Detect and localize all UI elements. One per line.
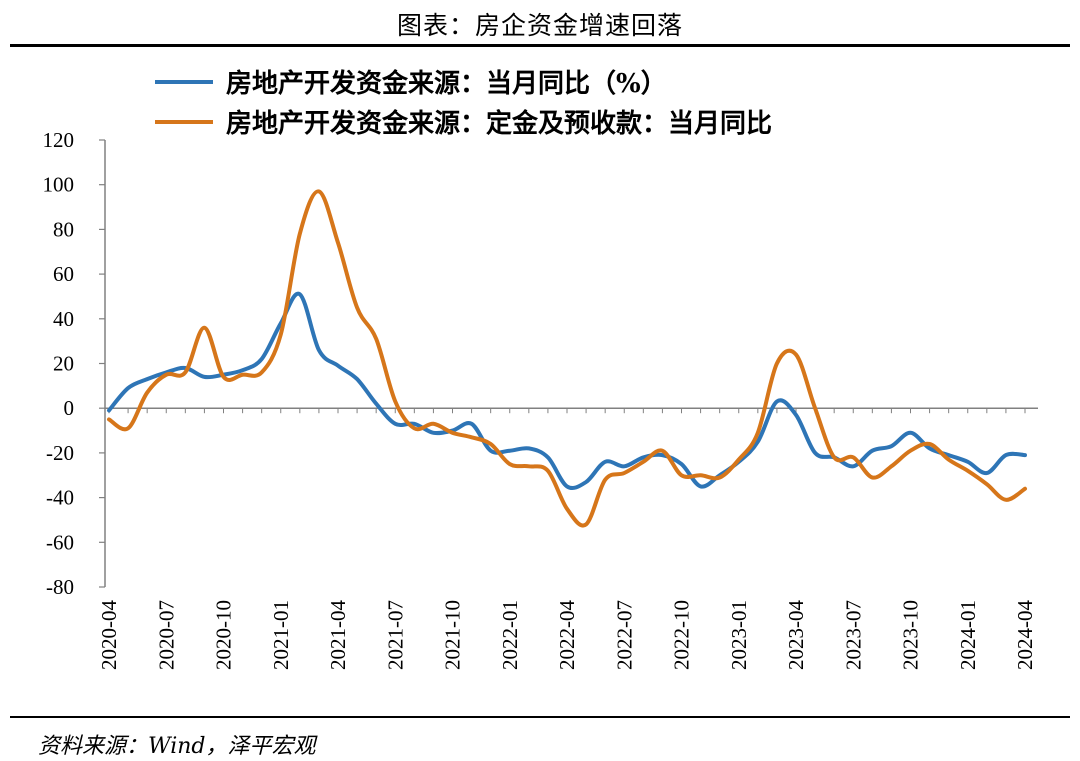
y-tick-label: -40 (46, 486, 74, 510)
y-tick-label: -60 (46, 530, 74, 554)
chart-legend: 房地产开发资金来源：当月同比（%） 房地产开发资金来源：定金及预收款：当月同比 (155, 68, 772, 139)
y-tick-label: 100 (43, 173, 75, 197)
x-tick-label: 2024-04 (1013, 600, 1037, 670)
chart-axes (104, 140, 1038, 587)
x-tick-label: 2024-01 (956, 600, 980, 670)
top-divider (10, 44, 1070, 47)
x-tick-label: 2020-04 (97, 600, 121, 670)
bottom-divider (10, 716, 1070, 718)
y-tick-label: 40 (53, 307, 74, 331)
legend-label-2: 房地产开发资金来源：定金及预收款：当月同比 (226, 108, 772, 139)
y-tick-label: 60 (53, 262, 74, 286)
x-axis-ticks: 2020-04 2020-07 2020-10 2021-01 2021-04 2021-… (97, 408, 1037, 670)
series-line-2 (107, 189, 1027, 528)
y-axis-ticks: 120 100 80 60 40 20 0 -20 -40 -60 -80 (43, 128, 105, 599)
x-tick-label: 2022-10 (670, 600, 694, 670)
x-tick-label: 2022-01 (498, 600, 522, 670)
x-tick-label: 2022-07 (612, 600, 636, 670)
x-tick-label: 2020-10 (212, 600, 236, 670)
y-tick-label: 120 (43, 128, 75, 152)
x-tick-label: 2022-04 (555, 600, 579, 670)
y-tick-label: 80 (53, 217, 74, 241)
x-tick-label: 2021-10 (441, 600, 465, 670)
x-tick-label: 2023-07 (841, 600, 865, 670)
x-tick-label: 2021-07 (383, 600, 407, 670)
legend-label-1: 房地产开发资金来源：当月同比（%） (226, 68, 667, 99)
source-note: 资料来源：Wind，泽平宏观 (38, 734, 316, 759)
x-tick-label: 2021-01 (269, 600, 293, 670)
y-tick-label: 0 (64, 396, 75, 420)
y-tick-label: -80 (46, 575, 74, 599)
y-tick-label: 20 (53, 352, 74, 376)
x-tick-label: 2023-04 (784, 600, 808, 670)
x-tick-label: 2021-04 (326, 600, 350, 670)
series-lines (107, 189, 1027, 528)
x-tick-label: 2020-07 (154, 600, 178, 670)
x-tick-label: 2023-01 (727, 600, 751, 670)
x-tick-label: 2023-10 (899, 600, 923, 670)
page-title: 图表：房企资金增速回落 (396, 11, 683, 40)
y-tick-label: -20 (46, 441, 74, 465)
series-line-1 (107, 291, 1027, 491)
